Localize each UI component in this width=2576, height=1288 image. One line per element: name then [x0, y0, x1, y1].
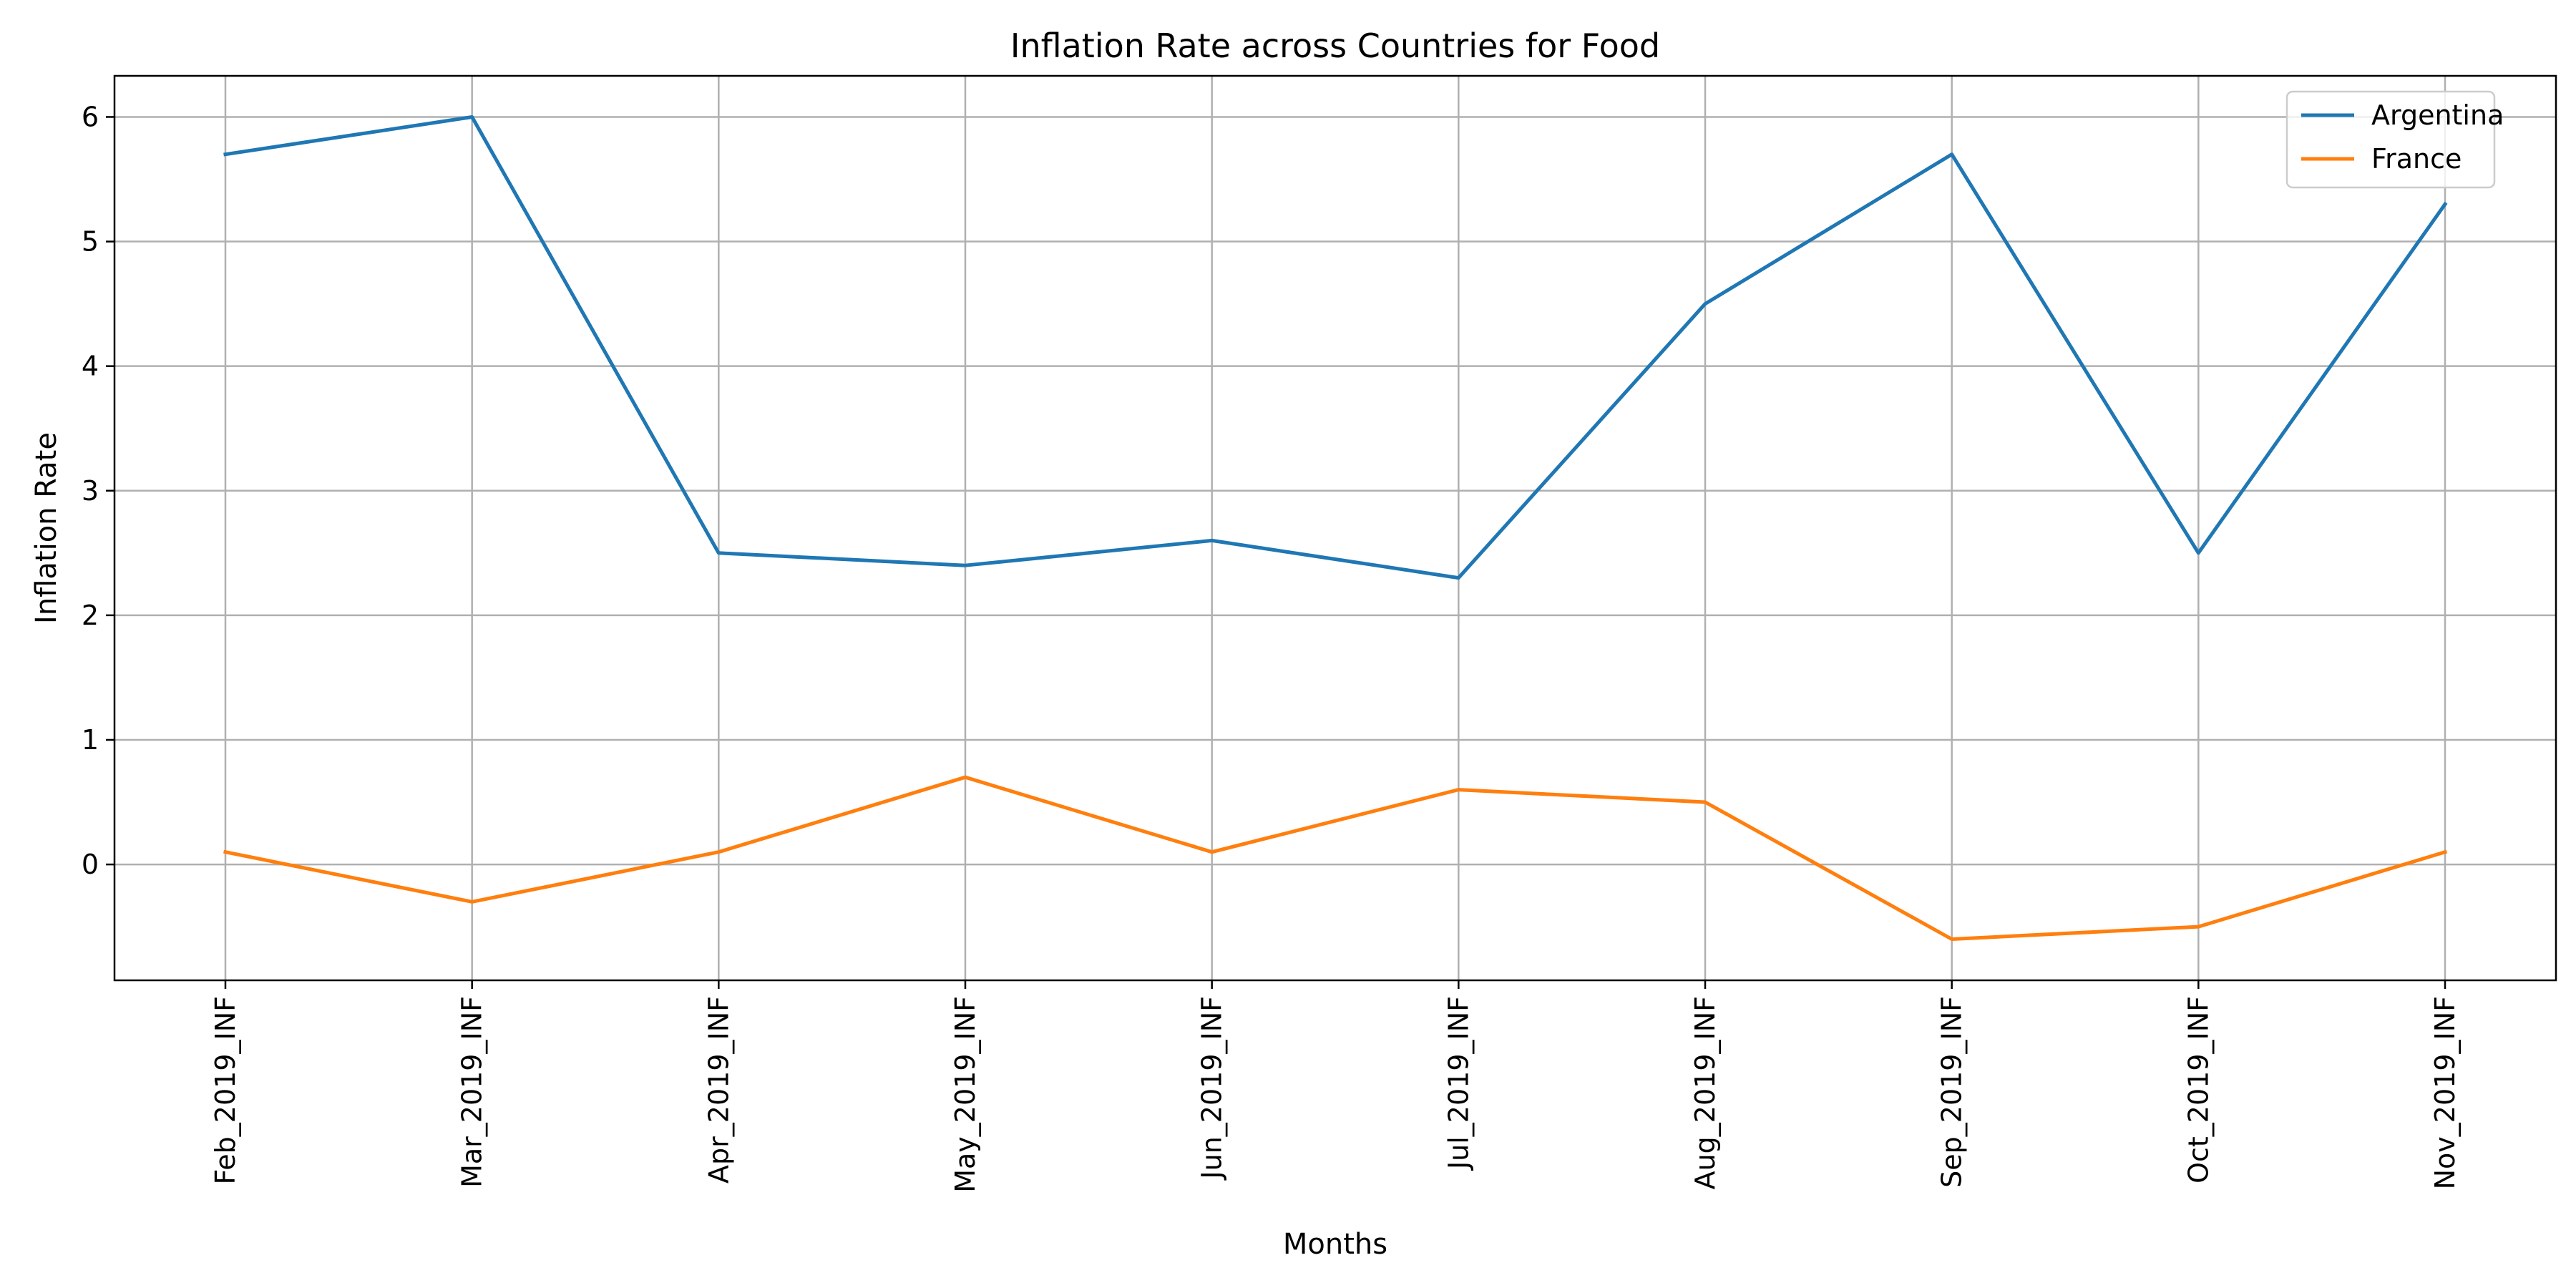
x-tick-label: Sep_2019_INF — [1936, 996, 1968, 1188]
x-tick-label: Aug_2019_INF — [1689, 996, 1721, 1189]
x-tick-label: Jul_2019_INF — [1443, 996, 1474, 1171]
x-axis-ticks: Feb_2019_INF Mar_2019_INF Apr_2019_INF May_… — [210, 980, 2461, 1193]
x-tick-label: Oct_2019_INF — [2182, 996, 2214, 1184]
series-lines — [223, 115, 2448, 941]
x-tick-label: Mar_2019_INF — [457, 996, 488, 1188]
legend-label-france: France — [2371, 143, 2462, 175]
y-tick-label: 5 — [82, 226, 99, 258]
x-tick-label: May_2019_INF — [950, 996, 981, 1193]
y-tick-label: 3 — [82, 475, 99, 507]
y-tick-label: 2 — [82, 600, 99, 631]
y-axis-label: Inflation Rate — [30, 432, 63, 624]
legend: Argentina France — [2285, 90, 2504, 189]
grid — [114, 76, 2556, 980]
series-line-france — [223, 775, 2448, 941]
y-tick-label: 6 — [82, 101, 99, 132]
x-tick-label: Apr_2019_INF — [703, 996, 734, 1184]
x-tick-label: Jun_2019_INF — [1196, 996, 1228, 1181]
y-axis-ticks: 0 1 2 3 4 5 6 — [82, 101, 114, 880]
y-tick-label: 4 — [82, 351, 99, 382]
x-axis-label: Months — [1283, 1228, 1387, 1261]
axes-frame — [113, 74, 2557, 982]
y-tick-label: 1 — [82, 724, 99, 756]
legend-label-argentina: Argentina — [2371, 99, 2504, 131]
chart-title: Inflation Rate across Countries for Food — [1010, 26, 1660, 65]
y-tick-label: 0 — [82, 849, 99, 880]
series-line-argentina — [223, 115, 2448, 580]
x-tick-label: Nov_2019_INF — [2429, 996, 2461, 1189]
x-tick-label: Feb_2019_INF — [210, 996, 241, 1184]
